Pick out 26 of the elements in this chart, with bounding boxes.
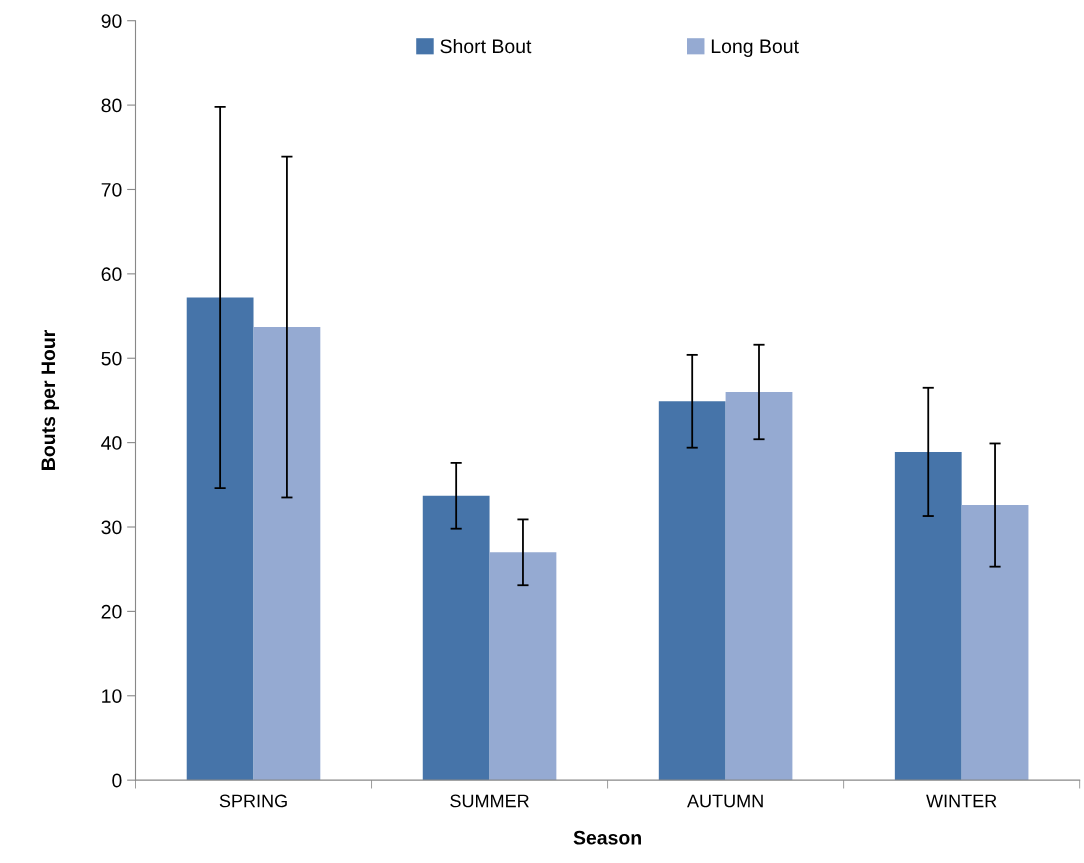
y-tick-label: 0	[112, 773, 122, 788]
bar	[725, 391, 793, 781]
y-axis-title: Bouts per Hour	[41, 329, 60, 470]
x-tick-label: SPRING	[219, 794, 287, 808]
legend-label: Long Bout	[711, 39, 799, 58]
y-tick-label: 20	[101, 604, 122, 619]
bar	[422, 495, 490, 781]
y-tick-label: 50	[101, 351, 122, 366]
y-tick-label: 60	[101, 267, 122, 282]
y-tick-label: 40	[101, 436, 122, 450]
y-tick-label: 30	[101, 520, 122, 535]
y-tick-label: 80	[101, 98, 122, 113]
x-axis-title: Season	[573, 830, 641, 845]
bar	[658, 401, 726, 781]
y-tick-label: 70	[101, 182, 122, 197]
bar	[253, 327, 321, 781]
bar	[961, 505, 1029, 781]
bar	[489, 552, 557, 781]
x-tick-label: AUTUMN	[687, 794, 763, 808]
bar	[894, 451, 962, 781]
legend-label: Short Bout	[440, 38, 532, 54]
y-tick-label: 10	[102, 689, 122, 704]
bar	[186, 297, 254, 781]
x-tick-label: WINTER	[926, 794, 997, 808]
x-tick-label: SUMMER	[450, 794, 529, 808]
y-tick-label: 90	[101, 14, 122, 28]
